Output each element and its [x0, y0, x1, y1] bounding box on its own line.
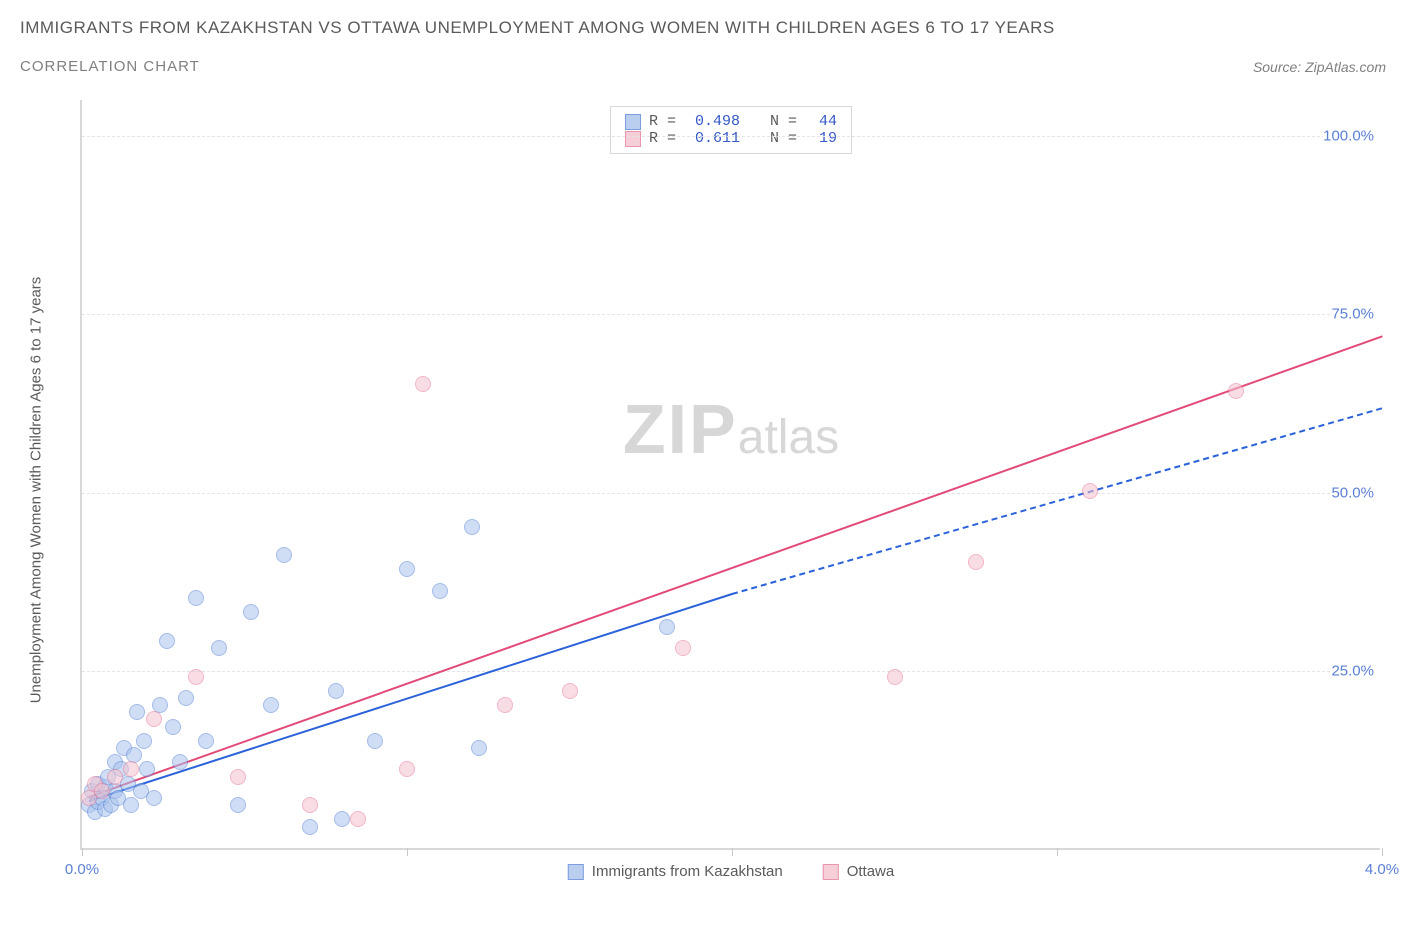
source-label: Source:	[1253, 59, 1305, 75]
y-tick-label: 25.0%	[1331, 663, 1388, 680]
legend-stat-row: R = 0.498 N = 44	[625, 113, 837, 130]
x-tick	[1382, 848, 1383, 856]
data-point	[129, 704, 145, 720]
data-point	[302, 819, 318, 835]
data-point	[562, 683, 578, 699]
data-point	[198, 733, 214, 749]
data-point	[968, 554, 984, 570]
x-tick	[732, 848, 733, 856]
source-name: ZipAtlas.com	[1305, 59, 1386, 75]
data-point	[139, 761, 155, 777]
legend-swatch	[568, 864, 584, 880]
data-point	[367, 733, 383, 749]
data-point	[263, 697, 279, 713]
data-point	[1082, 483, 1098, 499]
watermark-bold: ZIP	[623, 389, 738, 469]
data-point	[675, 640, 691, 656]
data-point	[276, 547, 292, 563]
legend-stat-row: R = 0.611 N = 19	[625, 130, 837, 147]
trend-line-extrapolated	[732, 407, 1383, 595]
legend-n-label: N =	[770, 113, 797, 130]
correlation-chart: Unemployment Among Women with Children A…	[50, 100, 1386, 880]
x-tick	[82, 848, 83, 856]
data-point	[415, 376, 431, 392]
data-point	[211, 640, 227, 656]
data-point	[123, 797, 139, 813]
y-axis-title: Unemployment Among Women with Children A…	[28, 277, 45, 704]
data-point	[146, 790, 162, 806]
gridline	[82, 671, 1380, 672]
data-point	[328, 683, 344, 699]
page-title: IMMIGRANTS FROM KAZAKHSTAN VS OTTAWA UNE…	[20, 18, 1386, 38]
legend-n-value: 19	[805, 130, 837, 147]
watermark: ZIPatlas	[623, 389, 839, 469]
x-tick-label: 4.0%	[1365, 861, 1399, 878]
x-tick-label: 0.0%	[65, 861, 99, 878]
legend-swatch	[823, 864, 839, 880]
data-point	[887, 669, 903, 685]
gridline	[82, 314, 1380, 315]
x-tick	[1057, 848, 1058, 856]
y-tick-label: 50.0%	[1331, 484, 1388, 501]
chart-subtitle: CORRELATION CHART	[20, 58, 200, 75]
data-point	[471, 740, 487, 756]
data-point	[172, 754, 188, 770]
legend-series-item: Ottawa	[823, 863, 895, 880]
data-point	[136, 733, 152, 749]
legend-r-value: 0.498	[684, 113, 740, 130]
legend-r-label: R =	[649, 113, 676, 130]
data-point	[107, 769, 123, 785]
data-point	[188, 590, 204, 606]
legend-n-value: 44	[805, 113, 837, 130]
data-point	[399, 761, 415, 777]
data-point	[178, 690, 194, 706]
data-point	[243, 604, 259, 620]
legend-swatch	[625, 131, 641, 147]
legend-series-item: Immigrants from Kazakhstan	[568, 863, 783, 880]
data-point	[159, 633, 175, 649]
source-credit: Source: ZipAtlas.com	[1253, 59, 1386, 75]
data-point	[302, 797, 318, 813]
legend-n-label: N =	[770, 130, 797, 147]
data-point	[188, 669, 204, 685]
data-point	[123, 761, 139, 777]
data-point	[464, 519, 480, 535]
data-point	[230, 797, 246, 813]
data-point	[334, 811, 350, 827]
data-point	[1228, 383, 1244, 399]
data-point	[230, 769, 246, 785]
data-point	[497, 697, 513, 713]
data-point	[350, 811, 366, 827]
data-point	[432, 583, 448, 599]
data-point	[399, 561, 415, 577]
data-point	[146, 711, 162, 727]
watermark-light: atlas	[738, 410, 839, 465]
y-tick-label: 100.0%	[1323, 127, 1388, 144]
x-tick	[407, 848, 408, 856]
trend-line	[88, 336, 1382, 799]
gridline	[82, 493, 1380, 494]
y-tick-label: 75.0%	[1331, 306, 1388, 323]
legend-r-label: R =	[649, 130, 676, 147]
data-point	[659, 619, 675, 635]
data-point	[165, 719, 181, 735]
legend-series: Immigrants from Kazakhstan Ottawa	[568, 863, 894, 880]
data-point	[94, 783, 110, 799]
legend-series-label: Immigrants from Kazakhstan	[592, 863, 783, 880]
gridline	[82, 136, 1380, 137]
legend-swatch	[625, 114, 641, 130]
legend-r-value: 0.611	[684, 130, 740, 147]
legend-stats: R = 0.498 N = 44 R = 0.611 N = 19	[610, 106, 852, 154]
legend-series-label: Ottawa	[847, 863, 895, 880]
plot-area: ZIPatlas R =0.498N =44R =0.611N =19 Immi…	[80, 100, 1380, 850]
